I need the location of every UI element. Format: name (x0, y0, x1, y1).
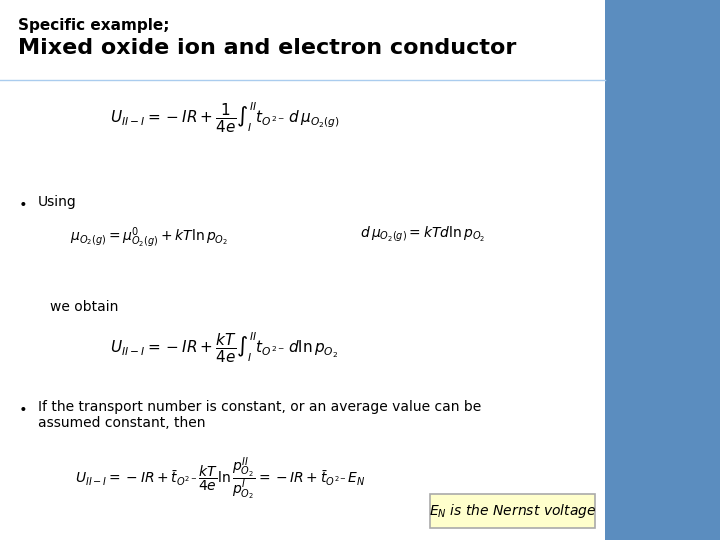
Text: $U_{II-I} = -IR + \dfrac{kT}{4e}\int_{I}^{II} t_{O^{2-}}\, d \ln p_{O_2}$: $U_{II-I} = -IR + \dfrac{kT}{4e}\int_{I}… (110, 330, 338, 364)
Text: we obtain: we obtain (50, 300, 118, 314)
Text: $E_N$ is the Nernst voltage: $E_N$ is the Nernst voltage (429, 502, 596, 520)
Text: $\bullet$: $\bullet$ (18, 195, 27, 209)
Text: $U_{II-I} = -IR + \bar{t}_{O^{2-}}\dfrac{kT}{4e}\ln\dfrac{p^{II}_{O_2}}{p^{I}_{O: $U_{II-I} = -IR + \bar{t}_{O^{2-}}\dfrac… (75, 455, 365, 502)
Text: assumed constant, then: assumed constant, then (38, 416, 205, 430)
Text: $\bullet$: $\bullet$ (18, 400, 27, 414)
Text: If the transport number is constant, or an average value can be: If the transport number is constant, or … (38, 400, 481, 414)
Text: Mixed oxide ion and electron conductor: Mixed oxide ion and electron conductor (18, 38, 516, 58)
Text: $U_{II-I} = -IR + \dfrac{1}{4e}\int_{I}^{II} t_{O^{2-}}\, d\, \mu_{O_2(g)}$: $U_{II-I} = -IR + \dfrac{1}{4e}\int_{I}^… (110, 100, 340, 135)
Text: Specific example;: Specific example; (18, 18, 169, 33)
Bar (605, 0, 720, 540)
Text: Using: Using (38, 195, 77, 209)
Bar (430, 494, 595, 528)
Text: $d\, \mu_{O_2(g)} = kTd \ln p_{O_2}$: $d\, \mu_{O_2(g)} = kTd \ln p_{O_2}$ (360, 225, 485, 244)
Text: $\mu_{O_2(g)} = \mu^0_{O_2(g)} + kT \ln p_{O_2}$: $\mu_{O_2(g)} = \mu^0_{O_2(g)} + kT \ln … (70, 225, 228, 249)
